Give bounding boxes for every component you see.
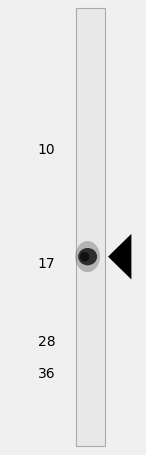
Text: 36: 36 xyxy=(38,366,55,380)
Text: 10: 10 xyxy=(38,143,55,157)
Polygon shape xyxy=(108,234,131,280)
FancyBboxPatch shape xyxy=(76,9,105,446)
Ellipse shape xyxy=(80,253,89,262)
Ellipse shape xyxy=(75,242,100,273)
Ellipse shape xyxy=(78,248,97,266)
Text: 17: 17 xyxy=(38,257,55,271)
Text: 28: 28 xyxy=(38,334,55,348)
